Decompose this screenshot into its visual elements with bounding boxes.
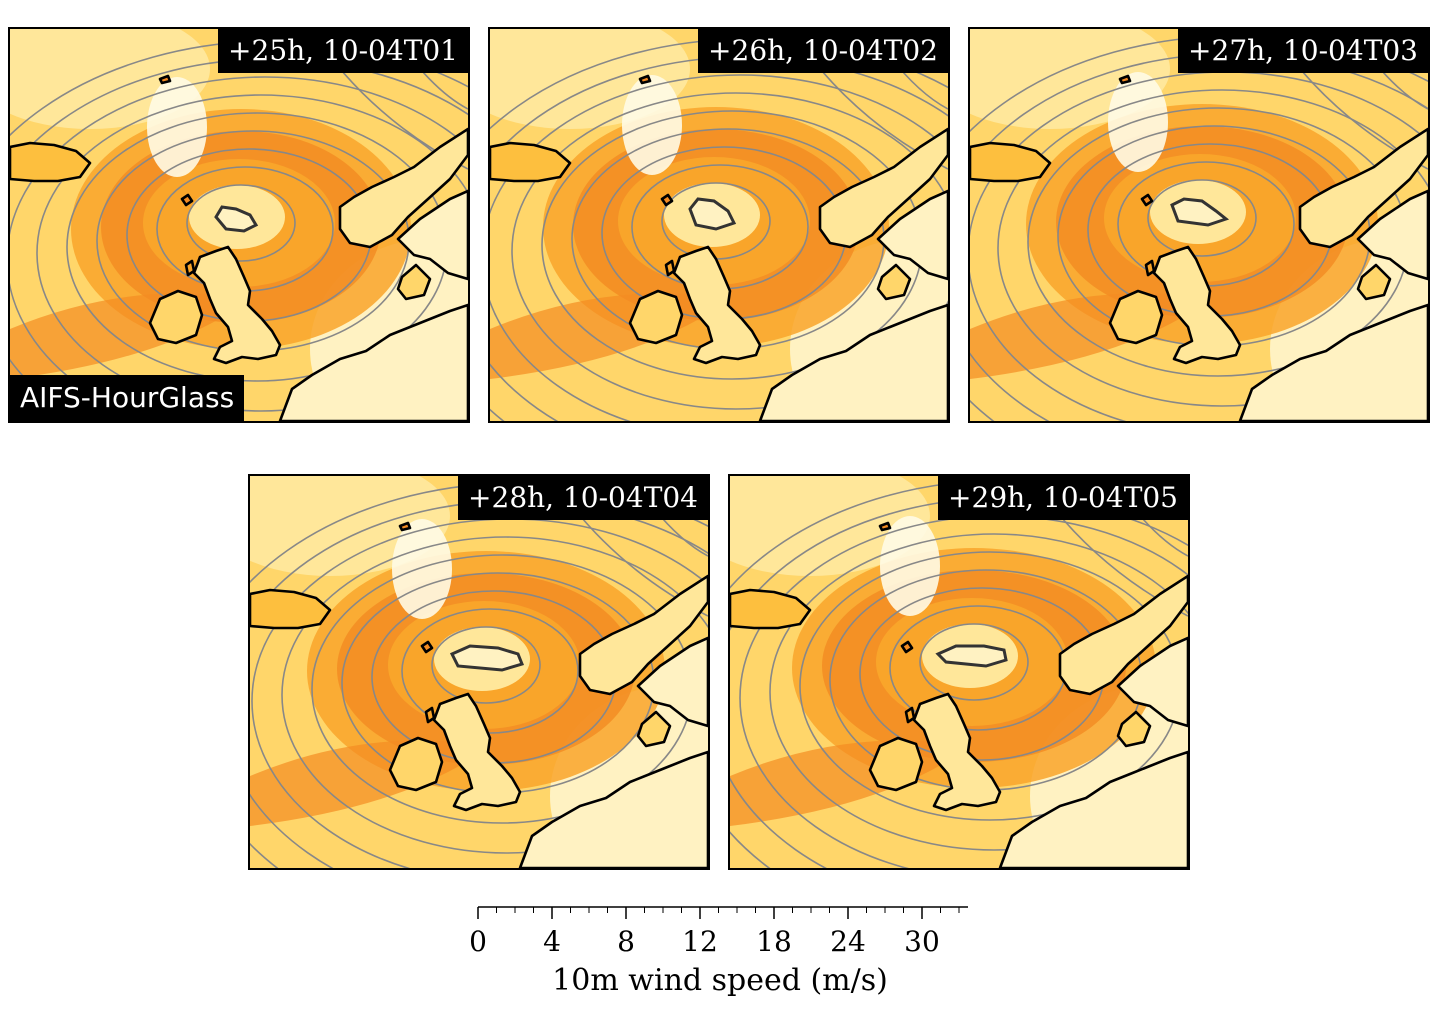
forecast-time-label: +26h, 10-04T02 bbox=[698, 29, 948, 73]
colorbar-tick-label: 8 bbox=[617, 925, 635, 958]
calm-region bbox=[880, 516, 940, 616]
coastline-continent bbox=[998, 750, 1188, 868]
map-panel: +29h, 10-04T05 bbox=[728, 474, 1190, 870]
coastline-hebrides bbox=[184, 259, 196, 277]
low-pressure-center bbox=[449, 644, 525, 672]
calm-region bbox=[622, 75, 682, 175]
coastline-sweden bbox=[876, 189, 948, 281]
coastline-faroe2 bbox=[398, 521, 412, 532]
low-pressure-center bbox=[1170, 197, 1230, 227]
wind-region bbox=[730, 476, 930, 576]
isobar bbox=[919, 623, 1029, 701]
colorbar-axis: 0 4 8 12 18 24 30 bbox=[469, 906, 968, 958]
coastline-norway bbox=[1298, 127, 1428, 249]
coastline-denmark bbox=[1356, 263, 1392, 301]
coastline-ireland bbox=[148, 289, 204, 345]
coastline-norway bbox=[1058, 574, 1188, 696]
coastline-gb bbox=[432, 692, 522, 812]
low-pressure-center bbox=[214, 205, 259, 233]
wind-map bbox=[730, 476, 1188, 868]
coastline-sweden bbox=[396, 189, 468, 281]
low-pressure-center bbox=[688, 197, 737, 231]
coastline-iceland bbox=[490, 141, 572, 183]
wind-map bbox=[490, 29, 948, 421]
forecast-time-label: +28h, 10-04T04 bbox=[458, 476, 708, 520]
coastline-continent bbox=[278, 303, 468, 421]
coastline-faroe2 bbox=[638, 74, 652, 85]
coastline-faroe2 bbox=[878, 521, 892, 532]
coastline-norway bbox=[578, 574, 708, 696]
coastline-ireland bbox=[628, 289, 684, 345]
coastline-gb bbox=[912, 692, 1002, 812]
coastline-iceland bbox=[730, 588, 812, 630]
coastline-gb bbox=[192, 245, 282, 365]
calm-region bbox=[392, 519, 452, 619]
coastline-iceland bbox=[250, 588, 332, 630]
coastline-denmark bbox=[876, 263, 912, 301]
coastline-denmark bbox=[396, 263, 432, 301]
coastline-ireland bbox=[388, 736, 444, 792]
map-panel: +27h, 10-04T03 bbox=[968, 27, 1430, 423]
isobar bbox=[1147, 179, 1257, 257]
isobar bbox=[511, 92, 948, 410]
coastline-ireland bbox=[868, 736, 924, 792]
coastline-sweden bbox=[1116, 636, 1188, 728]
coastline-hebrides bbox=[904, 706, 916, 724]
isobar bbox=[36, 94, 468, 412]
wind-map bbox=[970, 29, 1428, 421]
colorbar-tick-label: 30 bbox=[904, 925, 940, 958]
coastline-faroe2 bbox=[158, 74, 172, 85]
forecast-time-label: +27h, 10-04T03 bbox=[1178, 29, 1428, 73]
colorbar-tick-label: 4 bbox=[543, 925, 561, 958]
isobar bbox=[769, 533, 1188, 851]
isobar bbox=[997, 89, 1428, 407]
coastline-faroe2 bbox=[1118, 74, 1132, 85]
coastline-faroe1 bbox=[180, 193, 194, 207]
isobar bbox=[186, 184, 296, 262]
coastline-iceland bbox=[10, 141, 92, 183]
colorbar-label: 10m wind speed (m/s) bbox=[552, 963, 888, 998]
map-panel: +25h, 10-04T01 AIFS-HourGlass bbox=[8, 27, 470, 423]
colorbar-tick-label: 0 bbox=[469, 925, 487, 958]
colorbar-tick-label: 24 bbox=[830, 925, 866, 958]
coastline-norway bbox=[338, 127, 468, 249]
calm-region bbox=[147, 77, 207, 177]
coastline-sweden bbox=[636, 636, 708, 728]
coastline-faroe1 bbox=[1140, 193, 1154, 207]
coastline-ireland bbox=[1108, 289, 1164, 345]
isobar bbox=[281, 536, 708, 854]
coastline-hebrides bbox=[664, 259, 676, 277]
coastline-iceland bbox=[970, 141, 1052, 183]
wind-map bbox=[250, 476, 708, 868]
coastline-sweden bbox=[1356, 189, 1428, 281]
coastline-continent bbox=[518, 750, 708, 868]
low-pressure-center bbox=[935, 644, 1008, 668]
isobar bbox=[10, 76, 468, 421]
wind-map bbox=[10, 29, 468, 421]
model-name-label: AIFS-HourGlass bbox=[10, 375, 245, 421]
isobar bbox=[431, 626, 541, 704]
coastline-gb bbox=[672, 245, 762, 365]
coastline-denmark bbox=[636, 710, 672, 748]
coastline-denmark bbox=[1116, 710, 1152, 748]
coastline-faroe1 bbox=[900, 640, 914, 654]
forecast-time-label: +25h, 10-04T01 bbox=[218, 29, 468, 73]
coastline-norway bbox=[818, 127, 948, 249]
colorbar-tick-label: 18 bbox=[756, 925, 792, 958]
calm-region bbox=[1108, 72, 1168, 172]
coastline-continent bbox=[758, 303, 948, 421]
coastline-faroe1 bbox=[420, 640, 434, 654]
coastline-faroe1 bbox=[660, 193, 674, 207]
isobar bbox=[490, 74, 948, 421]
map-panel: +28h, 10-04T04 bbox=[248, 474, 710, 870]
colorbar: 0 4 8 12 18 24 30 10m wind speed (m/s) bbox=[460, 895, 980, 1005]
coastline-hebrides bbox=[1144, 259, 1156, 277]
map-panel: +26h, 10-04T02 bbox=[488, 27, 950, 423]
coastline-continent bbox=[1238, 303, 1428, 421]
isobar bbox=[401, 608, 579, 734]
coastline-gb bbox=[1152, 245, 1242, 365]
colorbar-tick-label: 12 bbox=[682, 925, 718, 958]
forecast-time-label: +29h, 10-04T05 bbox=[938, 476, 1188, 520]
coastline-hebrides bbox=[424, 706, 436, 724]
